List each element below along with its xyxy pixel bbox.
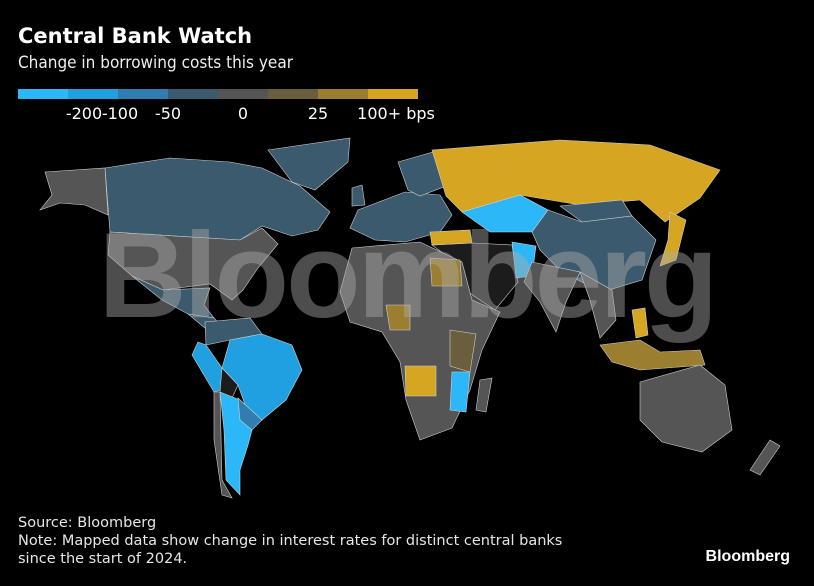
legend-swatch xyxy=(218,89,268,99)
world-map xyxy=(39,137,781,499)
chart-title: Central Bank Watch xyxy=(18,24,253,48)
region-australia xyxy=(639,364,733,453)
region-united-states xyxy=(107,227,279,301)
legend-tick: -50 xyxy=(154,104,182,123)
region-india xyxy=(523,261,581,333)
region-mexico xyxy=(131,275,215,319)
region-madagascar xyxy=(475,377,493,413)
legend-tick: 25 xyxy=(307,104,329,123)
legend-tick: -200 xyxy=(65,104,103,123)
region-angola xyxy=(404,365,437,397)
legend-tick: -100 xyxy=(101,104,139,123)
legend-swatch xyxy=(68,89,118,99)
legend-swatch xyxy=(368,89,418,99)
bloomberg-logo: Bloomberg xyxy=(705,548,790,565)
region-new-zealand xyxy=(749,439,781,476)
region-uk xyxy=(351,184,366,207)
region-alaska xyxy=(39,167,109,216)
legend-ticks: -200 -100 -50 0 25 100+ bps xyxy=(0,104,460,126)
region-japan xyxy=(659,211,687,267)
region-indonesia xyxy=(599,339,706,371)
region-southeast-asia xyxy=(579,271,617,339)
note-text-2: since the start of 2024. xyxy=(18,551,188,567)
legend-swatch xyxy=(118,89,168,99)
footer-notes: Source: Bloomberg Note: Mapped data show… xyxy=(18,514,562,568)
color-legend xyxy=(18,89,418,99)
note-text: Note: Mapped data show change in interes… xyxy=(18,533,563,549)
region-mozambique xyxy=(449,371,471,413)
source-text: Source: Bloomberg xyxy=(18,515,157,531)
legend-swatch xyxy=(318,89,368,99)
legend-tick: 100+ bps xyxy=(357,104,435,123)
region-philippines xyxy=(631,307,649,339)
region-greenland xyxy=(267,137,351,191)
region-turkey xyxy=(429,229,473,246)
region-egypt xyxy=(429,257,463,287)
region-paraguay-uruguay xyxy=(237,397,263,431)
legend-swatch xyxy=(168,89,218,99)
region-russia xyxy=(431,139,721,223)
legend-tick: 0 xyxy=(237,104,249,123)
region-nigeria xyxy=(385,304,411,331)
region-chile xyxy=(213,391,233,499)
legend-swatch xyxy=(268,89,318,99)
chart-subtitle: Change in borrowing costs this year xyxy=(18,53,293,73)
legend-swatch xyxy=(18,89,68,99)
